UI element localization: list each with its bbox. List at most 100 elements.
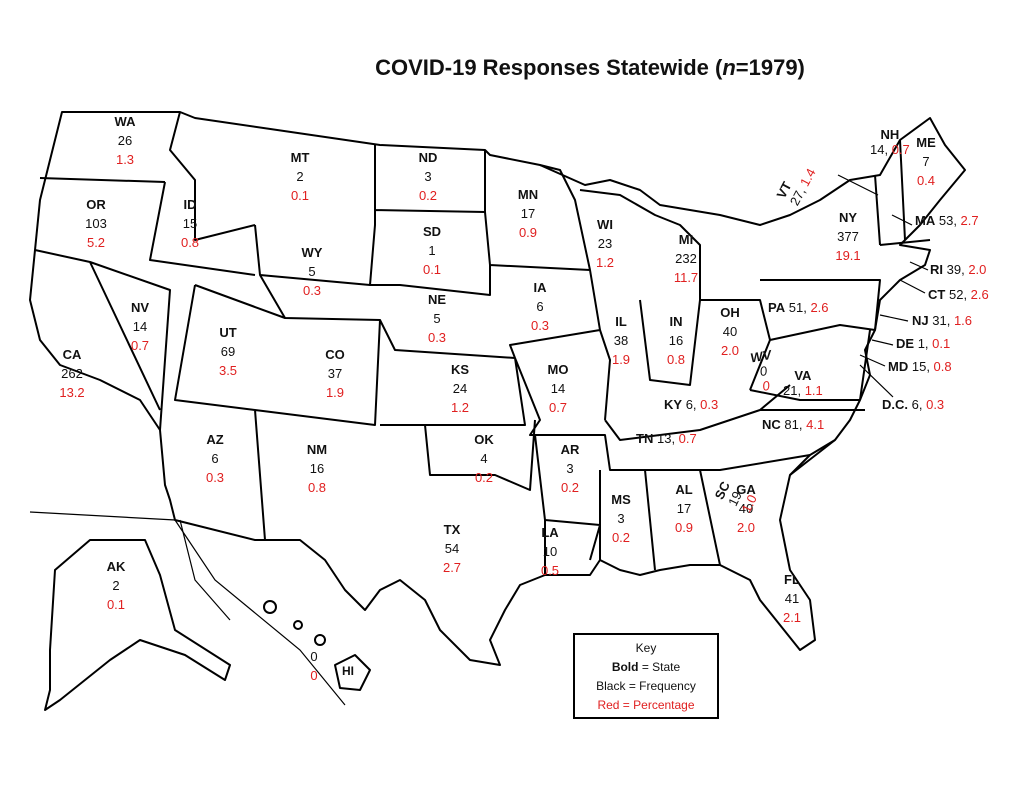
state-frequency: 40 <box>738 501 754 516</box>
state-abbr: MI <box>678 232 694 247</box>
state-label-mo: MO 14 0.7 <box>548 360 569 417</box>
state-percentage: 2.7 <box>442 560 462 575</box>
state-percentage: 11.7 <box>673 270 699 285</box>
state-percentage: 0.3 <box>302 283 322 298</box>
state-frequency: 15 <box>911 359 927 374</box>
state-label-or: OR 103 5.2 <box>85 195 107 252</box>
state-abbr: MA <box>915 213 936 228</box>
state-percentage: 0.7 <box>130 338 150 353</box>
state-label-dc: D.C. 6, 0.3 <box>882 397 945 412</box>
state-abbr: MT <box>290 150 310 165</box>
state-frequency: 5 <box>308 264 316 279</box>
state-percentage: 2.6 <box>810 300 829 315</box>
state-abbr: AZ <box>206 432 224 447</box>
inset-separator-1 <box>29 511 346 706</box>
state-frequency: 37 <box>327 366 343 381</box>
state-abbr: KY <box>664 397 683 412</box>
state-frequency: 6 <box>911 397 919 412</box>
state-abbr: LA <box>541 525 559 540</box>
state-percentage: 19.1 <box>835 248 861 263</box>
state-frequency: 10 <box>542 544 558 559</box>
state-percentage: 0.2 <box>560 480 580 495</box>
state-abbr: PA <box>768 300 786 315</box>
hawaii-islands <box>263 600 371 691</box>
title-n-value: =1979) <box>735 55 805 80</box>
state-label-ak: AK 2 0.1 <box>107 557 126 614</box>
state-percentage: 1.2 <box>595 255 615 270</box>
state-frequency: 3 <box>617 511 625 526</box>
state-abbr: OH <box>720 305 740 320</box>
state-abbr: DE <box>896 336 915 351</box>
state-label-co: CO 37 1.9 <box>325 345 345 402</box>
state-percentage: 0.2 <box>474 470 494 485</box>
key-red-line: Red = Percentage <box>597 698 695 712</box>
state-abbr: RI <box>930 262 943 277</box>
state-label-ms: MS 3 0.2 <box>611 490 631 547</box>
key-black-line: Black = Frequency <box>596 679 696 693</box>
state-percentage: 0.2 <box>418 188 438 203</box>
state-label-nv: NV 14 0.7 <box>131 298 149 355</box>
state-label-va: VA 21, 1.1 <box>783 368 823 398</box>
map-key: Key Bold = State Black = Frequency Red =… <box>573 633 719 719</box>
state-frequency: 262 <box>61 366 83 381</box>
state-label-nh: NH 14, 0.7 <box>870 127 910 157</box>
state-label-ga: GA 40 2.0 <box>736 480 756 537</box>
alaska-outline <box>44 539 231 711</box>
inset-separator-2 <box>179 519 231 621</box>
state-label-nm: NM 16 0.8 <box>307 440 327 497</box>
state-abbr: NM <box>306 442 328 457</box>
state-percentage: 0.1 <box>106 597 126 612</box>
state-abbr: NV <box>130 300 150 315</box>
state-abbr: WA <box>114 114 136 129</box>
state-label-nc: NC 81, 4.1 <box>762 417 825 432</box>
state-frequency: 5 <box>433 311 441 326</box>
state-frequency: 40 <box>722 324 738 339</box>
state-percentage: 2.0 <box>968 262 987 277</box>
state-frequency: 6 <box>211 451 219 466</box>
state-frequency: 41 <box>784 591 800 606</box>
state-abbr: ME <box>916 135 936 150</box>
state-label-ny: NY 377 19.1 <box>835 208 860 265</box>
state-percentage: 1.3 <box>115 152 135 167</box>
state-abbr: NC <box>762 417 781 432</box>
state-abbr: CT <box>928 287 946 302</box>
state-frequency: 0 <box>310 649 318 664</box>
state-percentage: 1.9 <box>325 385 345 400</box>
state-frequency: 14 <box>550 381 566 396</box>
state-percentage: 1.2 <box>450 400 470 415</box>
state-frequency: 26 <box>117 133 133 148</box>
state-percentage: 1.6 <box>953 313 973 328</box>
state-frequency: 53 <box>938 213 954 228</box>
state-percentage: 0.2 <box>611 530 631 545</box>
state-abbr: CA <box>62 347 82 362</box>
state-label-ia: IA 6 0.3 <box>531 278 549 335</box>
state-percentage: 0.9 <box>674 520 694 535</box>
state-frequency: 2 <box>112 578 120 593</box>
state-frequency: 69 <box>220 344 236 359</box>
us-outline <box>29 111 966 666</box>
state-frequency: 16 <box>309 461 325 476</box>
state-abbr: OK <box>474 432 494 447</box>
pointer-lines <box>837 174 929 398</box>
state-abbr: IN <box>669 314 683 329</box>
state-label-mn: MN 17 0.9 <box>518 185 538 242</box>
state-frequency: 7 <box>922 154 930 169</box>
state-percentage: 5.2 <box>86 235 106 250</box>
state-abbr: ND <box>418 150 438 165</box>
state-percentage: 0.3 <box>427 330 447 345</box>
state-borders <box>34 111 931 575</box>
state-label-pa: PA 51, 2.6 <box>768 300 829 315</box>
state-percentage: 2.0 <box>736 520 756 535</box>
state-label-ca: CA 262 13.2 <box>59 345 84 402</box>
state-percentage: 0.8 <box>666 352 686 367</box>
state-percentage: 0.7 <box>891 142 910 157</box>
map-title: COVID-19 Responses Statewide (n=1979) <box>300 55 880 81</box>
state-abbr-hi: HI <box>342 664 354 678</box>
state-label-sd: SD 1 0.1 <box>423 222 441 279</box>
state-label-ky: KY 6, 0.3 <box>664 397 719 412</box>
state-percentage: 0.1 <box>422 262 442 277</box>
state-percentage: 0.7 <box>678 431 697 446</box>
state-abbr: D.C. <box>882 397 908 412</box>
state-label-ut: UT 69 3.5 <box>219 323 237 380</box>
state-label-ct: CT 52, 2.6 <box>928 287 989 302</box>
